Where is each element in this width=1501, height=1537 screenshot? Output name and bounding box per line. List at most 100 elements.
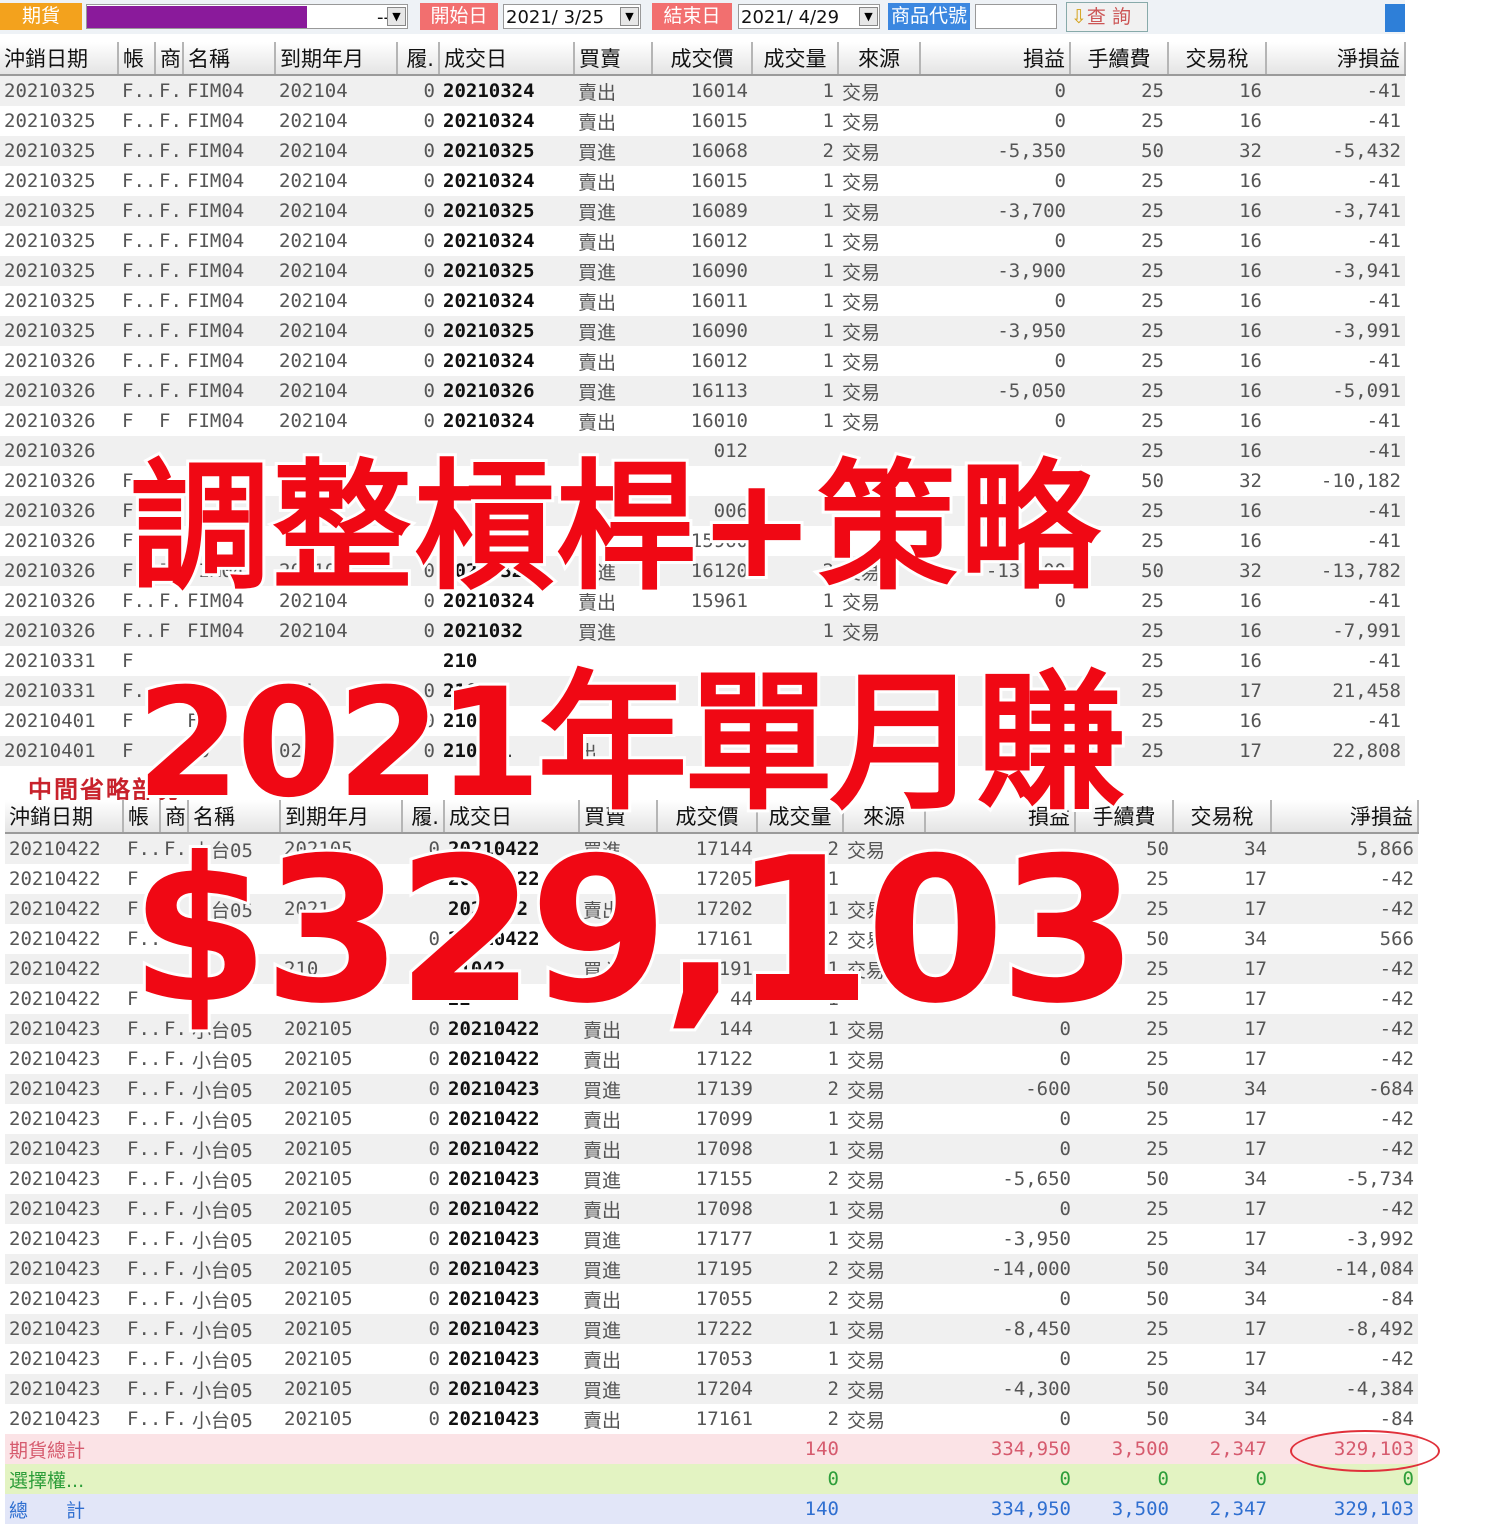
table-row[interactable]: 20210326 F.. F. FIM04 202104 0 20210324 賣出 15961…: [0, 586, 1405, 616]
table-row[interactable]: 20210325 F.. F. FIM04 202104 0 20210325 買進 16090…: [0, 256, 1405, 286]
chevron-down-icon[interactable]: ▼: [387, 7, 406, 26]
table-cell: 17: [1173, 1104, 1271, 1134]
column-header[interactable]: 手續費: [1075, 800, 1174, 834]
account-select[interactable]: -- ▼: [86, 4, 408, 29]
table-cell: 20210326: [0, 466, 118, 496]
table-row[interactable]: 20210326 F 50 32 -10,182: [0, 466, 1405, 496]
table-row[interactable]: 20210331 F 210 25 16 -41: [0, 646, 1405, 676]
table-cell: [280, 924, 402, 954]
column-header[interactable]: 來源: [843, 800, 926, 834]
table-cell: [752, 676, 838, 706]
table-row[interactable]: 20210423 F.. F. 小台05 202105 0 20210423 賣出 17053 1…: [5, 1344, 1418, 1374]
column-header[interactable]: 到期年月: [280, 800, 403, 834]
table-row[interactable]: 20210401 F M0 02 0 210401 出 25 17 22,808: [0, 736, 1405, 766]
table-row[interactable]: 20210326 F 0 15960 25 16 -41: [0, 526, 1405, 556]
column-header[interactable]: 商: [155, 42, 184, 76]
column-header[interactable]: 買賣: [579, 800, 658, 834]
column-header[interactable]: 交易稅: [1168, 42, 1267, 76]
column-header[interactable]: 沖銷日期: [0, 42, 119, 76]
product-code-input[interactable]: [975, 4, 1057, 29]
table-row[interactable]: 20210325 F.. F. FIM04 202104 0 20210325 買進 16090…: [0, 316, 1405, 346]
table-cell: 20210422: [5, 833, 123, 864]
table-row[interactable]: 20210325 F.. F. FIM04 202104 0 20210324 賣出 16012…: [0, 226, 1405, 256]
table-row[interactable]: 20210423 F.. F. 小台05 202105 0 20210422 賣出 17098 1…: [5, 1194, 1418, 1224]
table-row[interactable]: 20210423 F.. F. 小台05 202105 0 20210423 買進 17195 2…: [5, 1254, 1418, 1284]
table-row[interactable]: 20210422 F 小台05 2021 2021042 賣出 17202 1 交易 25 17 -4…: [5, 894, 1418, 924]
table-row[interactable]: 20210401 F FIM 0 210 25 16 -41: [0, 706, 1405, 736]
table-row[interactable]: 20210331 F.. F 104 0 2103 25 17 21,458: [0, 676, 1405, 706]
column-header[interactable]: 名稱: [183, 42, 276, 76]
table-row[interactable]: 20210325 F.. F. FIM04 202104 0 20210324 賣出 16015…: [0, 106, 1405, 136]
table-row[interactable]: 20210326 F.. F FIM04 202104 0 2021032 買進 1 交易 25 16…: [0, 616, 1405, 646]
table-cell: 21042: [444, 954, 579, 984]
table-row[interactable]: 20210325 F.. F. FIM04 202104 0 20210324 賣出 16015…: [0, 166, 1405, 196]
column-header[interactable]: 損益: [920, 42, 1071, 76]
column-header[interactable]: 成交量: [752, 42, 839, 76]
table-row[interactable]: 20210422 F.. F. 小台05 202105 0 20210422 買進 17144 2…: [5, 833, 1418, 864]
column-header[interactable]: 交易稅: [1173, 800, 1272, 834]
market-label[interactable]: 期貨: [0, 3, 82, 30]
column-header[interactable]: 成交價: [657, 800, 758, 834]
query-button[interactable]: ⇩查 詢: [1066, 2, 1148, 32]
table-row[interactable]: 20210423 F.. F. 小台05 202105 0 20210423 買進 17139 2…: [5, 1074, 1418, 1104]
table-row[interactable]: 20210422 F 22 44 1 25 17 -42: [5, 984, 1418, 1014]
table-cell: 17: [1173, 1014, 1271, 1044]
table-row[interactable]: 20210326 012 25 16 -41: [0, 436, 1405, 466]
table-cell: [160, 864, 188, 894]
table-row[interactable]: 20210423 F.. F. 小台05 202105 0 20210423 買進 17177 1…: [5, 1224, 1418, 1254]
column-header[interactable]: 履.: [397, 42, 440, 76]
table-cell: 交易: [838, 136, 920, 166]
table-row[interactable]: 20210423 F.. F. 小台05 202105 0 20210423 賣出 17161 2…: [5, 1404, 1418, 1434]
table-cell: 賣出: [574, 226, 652, 256]
table-cell: FIM04: [183, 226, 275, 256]
column-header[interactable]: 買賣: [574, 42, 653, 76]
column-header[interactable]: 商: [160, 800, 189, 834]
table-row[interactable]: 20210423 F.. F. 小台05 202105 0 20210422 賣出 17098 1…: [5, 1134, 1418, 1164]
table-cell: 0: [402, 1344, 444, 1374]
table-row[interactable]: 20210326 F 006 25 16 -41: [0, 496, 1405, 526]
column-header[interactable]: 損益: [925, 800, 1076, 834]
start-date-select[interactable]: 2021/ 3/25 ▼: [503, 4, 641, 29]
column-header[interactable]: 成交量: [757, 800, 844, 834]
table-row[interactable]: 20210422 F 20210422 17205 1 25 17 -42: [5, 864, 1418, 894]
table-row[interactable]: 20210325 F.. F. FIM04 202104 0 20210324 賣出 16014…: [0, 75, 1405, 106]
column-header[interactable]: 履.: [402, 800, 445, 834]
column-header[interactable]: 淨損益: [1271, 800, 1419, 834]
column-header[interactable]: 帳: [123, 800, 161, 834]
table-row[interactable]: 20210423 F.. F. 小台05 202105 0 20210423 賣出 17055 2…: [5, 1284, 1418, 1314]
column-header[interactable]: 名稱: [188, 800, 281, 834]
column-header[interactable]: 手續費: [1070, 42, 1169, 76]
table-row[interactable]: 20210325 F.. F. FIM04 202104 0 20210325 買進 16089…: [0, 196, 1405, 226]
column-header[interactable]: 到期年月: [275, 42, 398, 76]
table-row[interactable]: 20210423 F.. F. 小台05 202105 0 20210422 賣出 17122 1…: [5, 1044, 1418, 1074]
column-header[interactable]: 淨損益: [1266, 42, 1406, 76]
table-cell: 1: [752, 196, 838, 226]
table-row[interactable]: 20210326 F.. F. FIM04 202104 0 20210326 買進 16113…: [0, 376, 1405, 406]
table-row[interactable]: 20210325 F.. F. FIM04 202104 0 20210324 賣出 16011…: [0, 286, 1405, 316]
scrollbar-thumb[interactable]: [1385, 4, 1405, 32]
column-header[interactable]: 成交價: [652, 42, 753, 76]
column-header[interactable]: 帳: [118, 42, 156, 76]
table-cell: 20210422: [5, 984, 123, 1014]
headline-strategy: 調整槓桿+策略: [127, 444, 1102, 613]
chevron-down-icon[interactable]: ▼: [859, 7, 878, 26]
end-date-select[interactable]: 2021/ 4/29 ▼: [738, 4, 880, 29]
chevron-down-icon[interactable]: ▼: [620, 7, 639, 26]
column-header[interactable]: 來源: [838, 42, 921, 76]
column-header[interactable]: 成交日: [444, 800, 580, 834]
table-cell: [652, 676, 752, 706]
table-row[interactable]: 20210423 F.. F. 小台05 202105 0 20210423 買進 17222 1…: [5, 1314, 1418, 1344]
table-row[interactable]: 20210423 F.. F. 小台05 202105 0 20210423 買進 17155 2…: [5, 1164, 1418, 1194]
column-header[interactable]: 成交日: [439, 42, 575, 76]
table-row[interactable]: 20210326 F.. F. FIM04 202104 0 20210326 買進 16120…: [0, 556, 1405, 586]
table-row[interactable]: 20210423 F.. F. 小台05 202105 0 20210422 賣出 144 1 交易…: [5, 1014, 1418, 1044]
table-row[interactable]: 20210326 F F FIM04 202104 0 20210324 賣出 16010 1 交易…: [0, 406, 1405, 436]
table-row[interactable]: 20210423 F.. F. 小台05 202105 0 20210422 賣出 17099 1…: [5, 1104, 1418, 1134]
table-row[interactable]: 20210422 210 21042 買入 17191 1 交易 25 17 -42: [5, 954, 1418, 984]
table-cell: 小台05: [188, 1014, 280, 1044]
column-header[interactable]: 沖銷日期: [5, 800, 124, 834]
table-row[interactable]: 20210326 F.. F. FIM04 202104 0 20210324 賣出 16012…: [0, 346, 1405, 376]
table-row[interactable]: 20210325 F.. F. FIM04 202104 0 20210325 買進 16068…: [0, 136, 1405, 166]
table-row[interactable]: 20210422 F.. 0 20210422 17161 2 交易 50 34 566: [5, 924, 1418, 954]
table-row[interactable]: 20210423 F.. F. 小台05 202105 0 20210423 買進 17204 2…: [5, 1374, 1418, 1404]
